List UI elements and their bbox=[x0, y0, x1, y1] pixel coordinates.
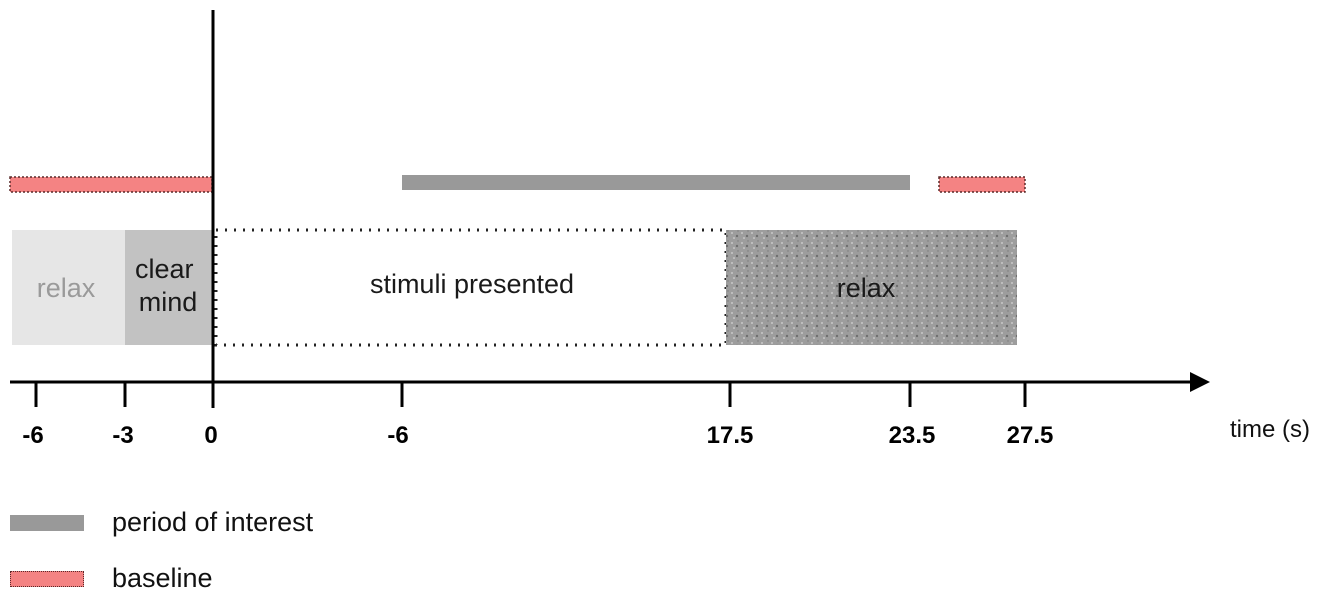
tick-label: 23.5 bbox=[889, 422, 936, 449]
time-axis-label: time (s) bbox=[1230, 416, 1310, 443]
baseline-swatch bbox=[10, 570, 84, 587]
time-axis-arrowhead bbox=[1190, 372, 1210, 392]
legend-item-baseline: baseline bbox=[10, 563, 213, 594]
baseline-bar-pre bbox=[9, 176, 213, 193]
phase-clear-mind-block bbox=[125, 230, 214, 345]
tick-label: 27.5 bbox=[1007, 422, 1054, 449]
timeline-diagram: relax clear mind stimuli presented relax… bbox=[9, 10, 1310, 449]
phase-relax-pre-label: relax bbox=[37, 273, 96, 303]
phase-clear-mind-line-2: mind bbox=[139, 287, 198, 317]
tick-label: 0 bbox=[204, 422, 217, 449]
tick-label: -6 bbox=[22, 422, 43, 449]
legend-label: baseline bbox=[112, 563, 213, 593]
phase-clear-mind-line-1: clear bbox=[135, 254, 194, 284]
legend-item-period-of-interest: period of interest bbox=[10, 507, 313, 538]
tick-label: 17.5 bbox=[707, 422, 754, 449]
period-of-interest-bar bbox=[402, 175, 910, 190]
phase-clear-mind-label: clear mind bbox=[135, 254, 201, 317]
tick-label: -6 bbox=[387, 422, 408, 449]
tick-label: -3 bbox=[112, 422, 133, 449]
baseline-bar-post bbox=[938, 176, 1026, 193]
phase-stimuli-block bbox=[214, 228, 728, 347]
legend-label: period of interest bbox=[112, 507, 314, 537]
phase-relax-pre-block bbox=[12, 230, 125, 345]
phase-stimuli-label: stimuli presented bbox=[370, 269, 574, 299]
phase-relax-post-label: relax bbox=[837, 273, 896, 303]
period-of-interest-swatch bbox=[10, 514, 84, 531]
phase-relax-post-block bbox=[726, 230, 1017, 345]
